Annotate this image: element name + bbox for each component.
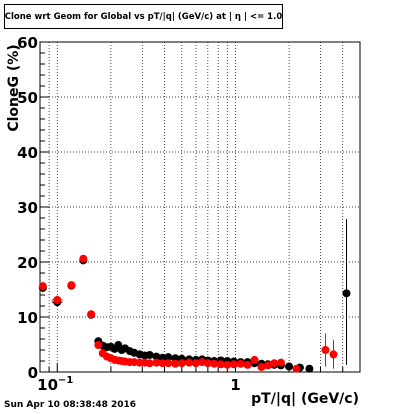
- data-point-red: [38, 282, 47, 291]
- data-point-red: [263, 361, 272, 370]
- y-tick-label: 60: [17, 34, 38, 52]
- data-point-red: [217, 360, 226, 369]
- y-tick-label: 30: [17, 199, 38, 217]
- data-point-black: [171, 354, 180, 363]
- data-point-red: [276, 358, 285, 367]
- y-tick-label: 10: [17, 309, 38, 327]
- x-axis-label: pT/|q| (GeV/c): [251, 391, 359, 407]
- data-point-red: [152, 358, 161, 367]
- data-point-black: [342, 289, 351, 298]
- date-stamp: Sun Apr 10 08:38:48 2016: [4, 400, 137, 410]
- data-point-red: [223, 360, 232, 369]
- data-point-red: [171, 359, 180, 368]
- data-point-red: [67, 281, 76, 290]
- data-point-red: [94, 341, 103, 350]
- data-point-red: [145, 359, 154, 368]
- data-point-red: [164, 359, 173, 368]
- x-tick-label: 1: [230, 376, 240, 394]
- data-point-red: [321, 346, 330, 354]
- data-point-black: [285, 362, 294, 371]
- data-point-red: [243, 360, 252, 369]
- data-point-red: [53, 295, 62, 304]
- y-tick-label: 50: [17, 89, 38, 107]
- data-point-red: [158, 359, 167, 368]
- data-point-black: [305, 364, 314, 373]
- data-point-black: [152, 352, 161, 361]
- data-point-red: [329, 350, 338, 359]
- y-tick-label: 0: [28, 364, 38, 382]
- y-axis-label: CloneG (%): [6, 44, 22, 132]
- data-point-red: [191, 359, 200, 368]
- data-point-red: [87, 310, 96, 319]
- data-point-black: [164, 353, 173, 362]
- data-point-red: [250, 355, 259, 364]
- chart-title: Clone wrt Geom for Global vs pT/|q| (GeV…: [4, 4, 283, 29]
- data-point-red: [257, 363, 266, 372]
- y-tick-label: 20: [17, 254, 38, 272]
- data-point-red: [292, 364, 301, 373]
- data-point-red: [185, 358, 194, 367]
- y-tick-label: 40: [17, 144, 38, 162]
- data-point-red: [177, 359, 186, 368]
- data-point-black: [145, 350, 154, 359]
- data-point-red: [236, 359, 245, 368]
- data-point-red: [203, 359, 212, 368]
- data-point-red: [79, 254, 88, 263]
- data-point-black: [158, 353, 167, 362]
- data-point-red: [229, 360, 238, 369]
- data-point-red: [210, 359, 219, 368]
- x-tick-label: 10−1: [37, 375, 73, 394]
- data-point-red: [270, 359, 279, 368]
